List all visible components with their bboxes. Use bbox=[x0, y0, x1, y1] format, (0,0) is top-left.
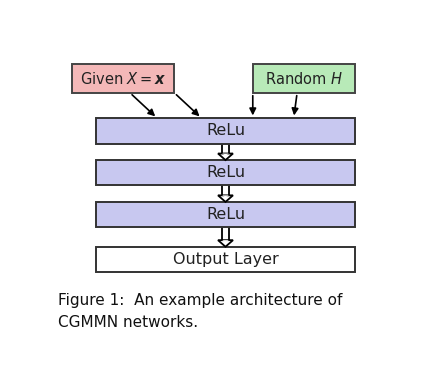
Text: CGMMN networks.: CGMMN networks. bbox=[59, 315, 198, 331]
Text: Given $X = \boldsymbol{x}$: Given $X = \boldsymbol{x}$ bbox=[80, 71, 167, 87]
FancyBboxPatch shape bbox=[96, 202, 355, 227]
Polygon shape bbox=[222, 240, 229, 242]
Polygon shape bbox=[218, 154, 233, 160]
FancyBboxPatch shape bbox=[96, 160, 355, 185]
Polygon shape bbox=[218, 240, 233, 247]
Text: ReLu: ReLu bbox=[206, 165, 245, 180]
Text: Output Layer: Output Layer bbox=[172, 252, 279, 267]
FancyBboxPatch shape bbox=[96, 247, 355, 272]
FancyBboxPatch shape bbox=[253, 64, 355, 93]
Polygon shape bbox=[222, 154, 229, 156]
Polygon shape bbox=[218, 195, 233, 202]
Text: Random $H$: Random $H$ bbox=[265, 71, 343, 87]
FancyBboxPatch shape bbox=[96, 118, 355, 144]
Text: ReLu: ReLu bbox=[206, 207, 245, 222]
Text: Figure 1:  An example architecture of: Figure 1: An example architecture of bbox=[59, 293, 343, 308]
Polygon shape bbox=[222, 195, 229, 197]
FancyBboxPatch shape bbox=[72, 64, 174, 93]
Text: ReLu: ReLu bbox=[206, 123, 245, 139]
